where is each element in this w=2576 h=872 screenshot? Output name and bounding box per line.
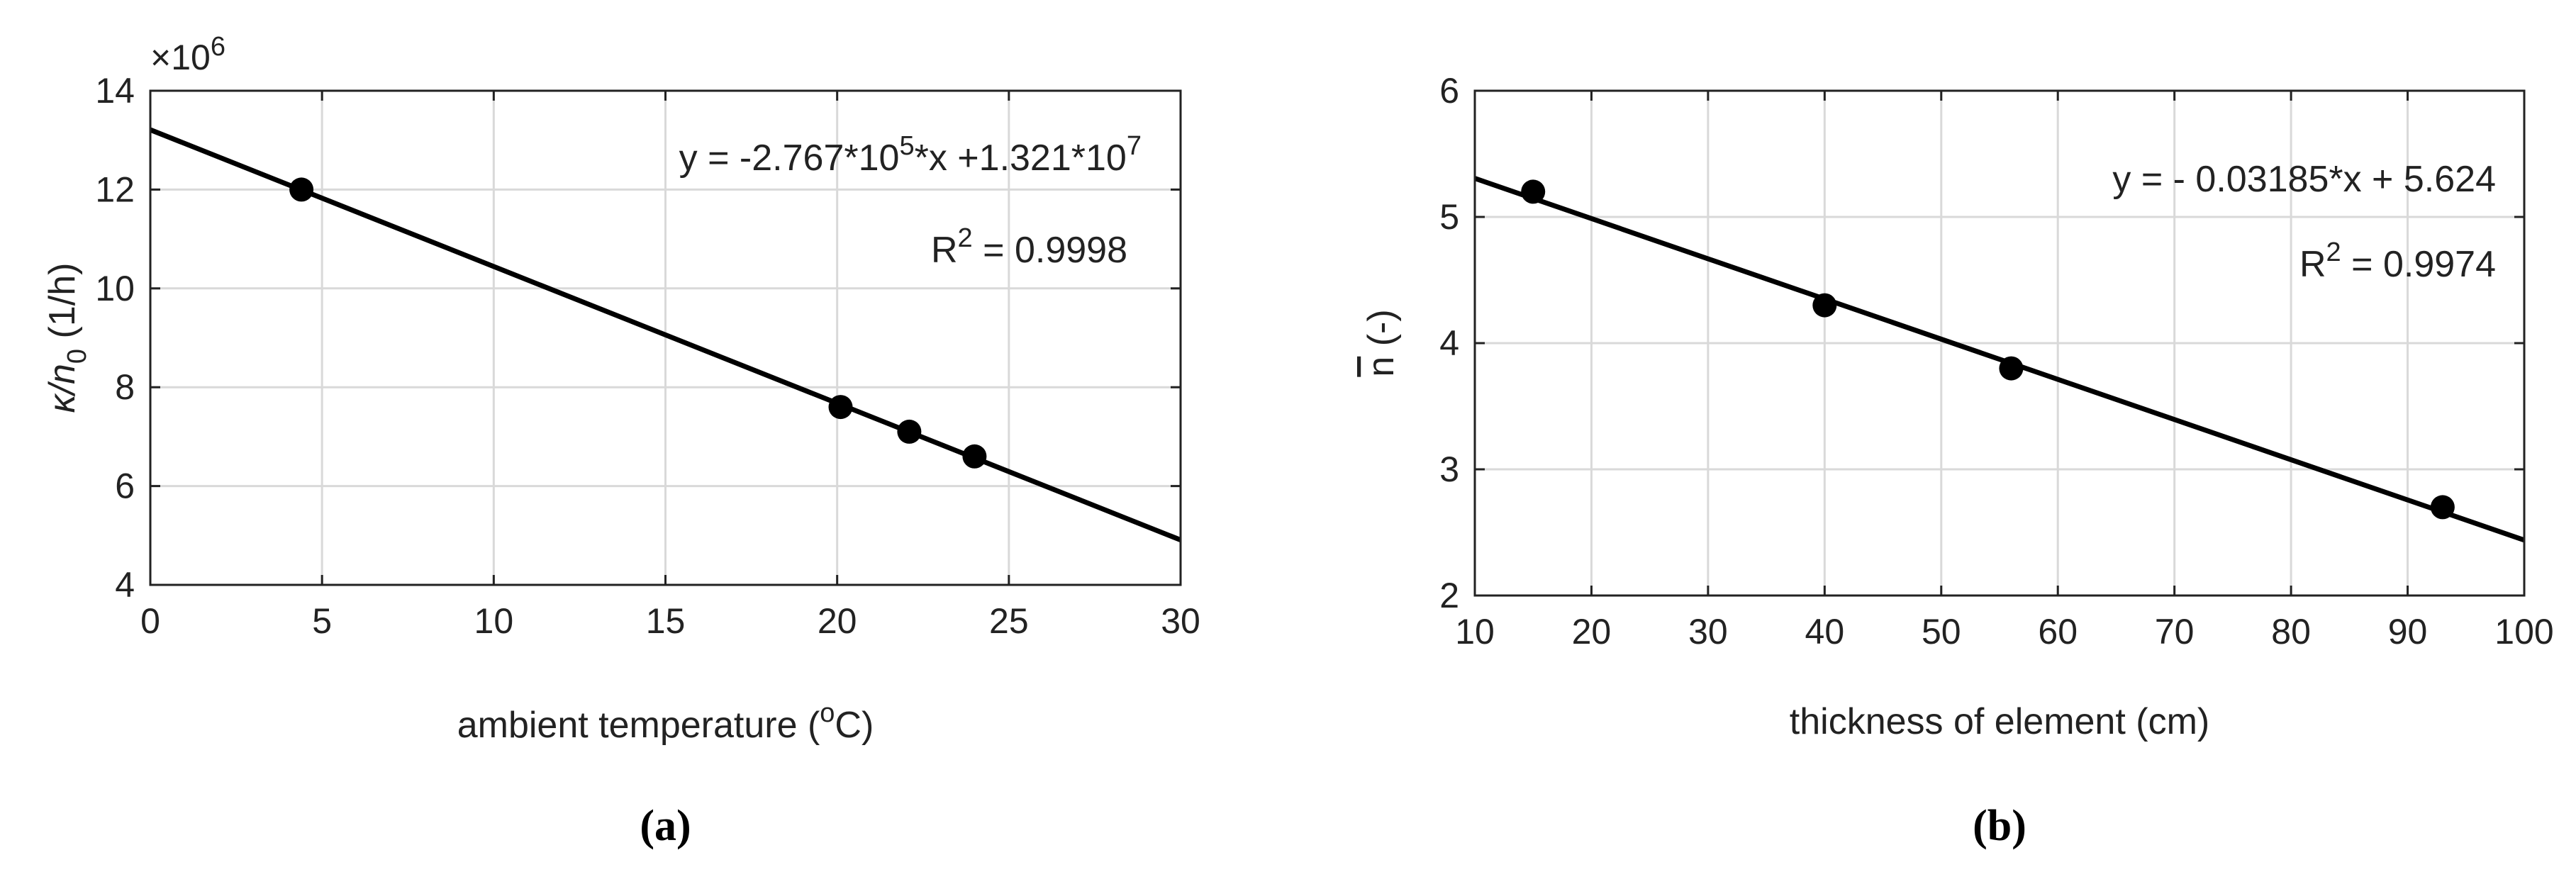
equation-part: *x +1.321*10 bbox=[915, 138, 1127, 179]
x-tick-label: 25 bbox=[989, 601, 1029, 641]
y-tick-label: 5 bbox=[1439, 197, 1459, 237]
r2-part: = 0.9998 bbox=[973, 230, 1127, 271]
data-point bbox=[897, 419, 922, 444]
fit-line bbox=[149, 127, 1182, 542]
y-tick-label: 3 bbox=[1439, 449, 1459, 489]
r-squared: R2 = 0.9998 bbox=[931, 223, 1127, 271]
y-axis-label: κ/n0 (1/h) bbox=[42, 263, 92, 413]
x-tick-label: 10 bbox=[474, 601, 514, 641]
x-axis-label-text: C) bbox=[835, 705, 874, 746]
y-tick-label: 14 bbox=[95, 71, 135, 111]
data-point bbox=[1999, 356, 2024, 381]
y-axis-label-subscript: 0 bbox=[62, 349, 92, 364]
x-tick-label: 5 bbox=[312, 601, 332, 641]
y-tick-label: 6 bbox=[1439, 71, 1459, 111]
equation-exponent: 7 bbox=[1127, 131, 1142, 161]
x-tick-label: 30 bbox=[1161, 601, 1200, 641]
y-tick-label: 12 bbox=[95, 169, 135, 209]
fit-line bbox=[1473, 176, 2526, 543]
fit-equation: y = -2.767*105*x +1.321*107 bbox=[679, 131, 1142, 179]
y-tick-label: 8 bbox=[115, 367, 135, 407]
x-tick-label: 0 bbox=[140, 601, 160, 641]
x-tick-label: 40 bbox=[1805, 612, 1845, 652]
y-axis-label: n (-) bbox=[1361, 309, 1402, 376]
r2-part: R bbox=[931, 230, 958, 271]
chart-panel-b: 10 20 30 40 50 60 70 80 90 100 2 3 4 5 6 y = - 0.03185*… bbox=[1361, 71, 2554, 850]
equation-exponent: 5 bbox=[899, 131, 914, 161]
x-tick-label: 15 bbox=[646, 601, 686, 641]
data-point bbox=[1812, 293, 1837, 318]
data-point bbox=[1521, 179, 1546, 204]
exponent-text: ×10 bbox=[150, 38, 211, 77]
data-point bbox=[289, 177, 314, 202]
r2-part: R bbox=[2299, 244, 2326, 285]
x-axis-label: ambient temperature (oC) bbox=[457, 698, 874, 746]
panel-label: (a) bbox=[640, 802, 691, 850]
axes-box bbox=[1473, 89, 2526, 597]
panel-label: (b) bbox=[1973, 802, 2026, 850]
fit-equation: y = - 0.03185*x + 5.624 bbox=[2112, 159, 2496, 200]
y-tick-label: 2 bbox=[1439, 576, 1459, 615]
y-tick-label: 4 bbox=[115, 565, 135, 605]
x-tick-label: 50 bbox=[1922, 612, 1961, 652]
y-axis-exponent: ×106 bbox=[150, 32, 225, 77]
r2-part: = 0.9974 bbox=[2341, 244, 2496, 285]
y-axis-label-unit: (1/h) bbox=[42, 263, 83, 349]
y-tick-label: 4 bbox=[1439, 323, 1459, 363]
x-tick-label: 90 bbox=[2388, 612, 2428, 652]
y-axis-label-unit: (-) bbox=[1361, 309, 1402, 356]
x-tick-label: 60 bbox=[2038, 612, 2078, 652]
x-tick-label: 80 bbox=[2271, 612, 2311, 652]
y-axis-label-main: κ/n bbox=[42, 364, 83, 413]
x-axis-label-text: thickness of element (cm) bbox=[1790, 701, 2209, 742]
y-tick-label: 6 bbox=[115, 466, 135, 506]
x-tick-label: 100 bbox=[2494, 612, 2553, 652]
r2-exponent: 2 bbox=[958, 223, 973, 253]
exponent-power: 6 bbox=[211, 32, 225, 62]
data-point bbox=[2430, 495, 2455, 520]
axes-box bbox=[149, 89, 1182, 586]
x-tick-label: 30 bbox=[1688, 612, 1728, 652]
x-tick-label: 20 bbox=[818, 601, 857, 641]
equation-part: y = -2.767*10 bbox=[679, 138, 900, 179]
y-axis-label-main: n bbox=[1361, 357, 1402, 377]
y-tick-label: 10 bbox=[95, 269, 135, 308]
x-axis-label-text: ambient temperature ( bbox=[457, 705, 820, 746]
x-axis-label: thickness of element (cm) bbox=[1790, 701, 2209, 742]
x-tick-label: 20 bbox=[1572, 612, 1612, 652]
x-axis-label-superscript: o bbox=[820, 698, 835, 728]
data-point bbox=[828, 395, 853, 420]
x-tick-label: 70 bbox=[2155, 612, 2195, 652]
r-squared: R2 = 0.9974 bbox=[2299, 237, 2496, 285]
r2-exponent: 2 bbox=[2326, 237, 2341, 267]
x-tick-label: 10 bbox=[1455, 612, 1495, 652]
data-point bbox=[962, 444, 987, 469]
